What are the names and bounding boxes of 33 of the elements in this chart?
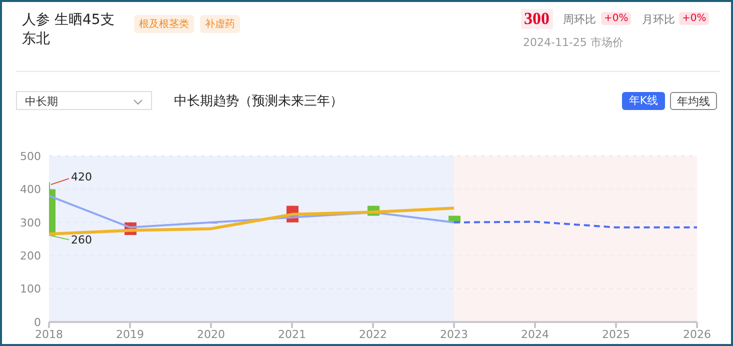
select-field: 中长期 (16, 91, 152, 110)
text: 月环比 (642, 12, 675, 27)
toggle-button: 年均线 (670, 92, 717, 110)
x-tick-label: 2021 (278, 328, 306, 341)
annotation: 420 (71, 170, 92, 184)
y-tick-label: 300 (20, 216, 41, 230)
y-tick-label: 100 (20, 282, 41, 296)
x-tick-label: 2019 (116, 328, 144, 341)
x-tick-label: 2024 (521, 328, 549, 341)
line-series (49, 194, 455, 228)
text: 300 (521, 9, 552, 29)
text: +0% (679, 12, 710, 25)
text: 周环比 (563, 12, 596, 27)
x-tick-label: 2026 (683, 328, 711, 341)
y-tick-label: 400 (20, 183, 41, 196)
text: 2024-11-25 市场价 (523, 35, 624, 50)
text: 根及根茎类 (134, 15, 194, 33)
y-tick-label: 0 (34, 316, 41, 329)
x-tick-label: 2018 (35, 328, 63, 341)
text: +0% (601, 12, 632, 25)
text: 人参 生晒45支 (22, 11, 114, 29)
x-tick-label: 2023 (440, 328, 468, 341)
x-tick-label: 2022 (359, 328, 387, 341)
text: 东北 (22, 30, 50, 48)
line-series (49, 206, 456, 236)
toggle-button: 年K线 (622, 92, 665, 110)
x-tick-label: 2025 (602, 328, 630, 341)
text: 补虚药 (200, 15, 240, 33)
x-tick-label: 2020 (197, 328, 225, 341)
annotation: 260 (71, 234, 92, 247)
y-tick-label: 200 (20, 250, 41, 263)
y-tick-label: 500 (20, 150, 41, 163)
chart-title: 中长期趋势（预测未来三年） (174, 93, 343, 110)
